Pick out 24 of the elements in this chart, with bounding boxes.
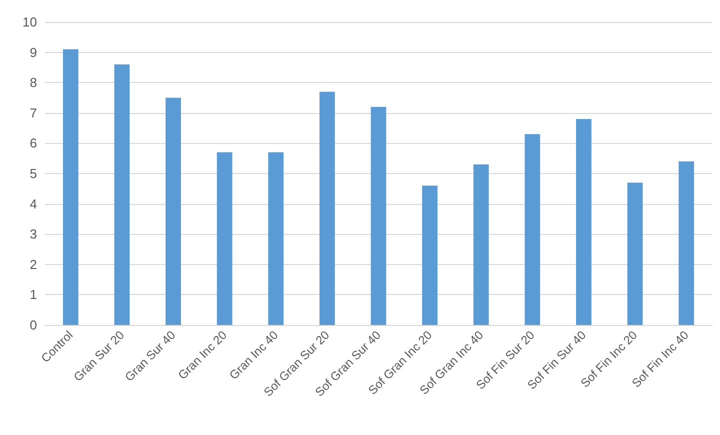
- bar: [524, 134, 540, 325]
- y-tick-label: 0: [30, 318, 37, 332]
- bar: [473, 164, 489, 325]
- bar: [370, 106, 386, 325]
- bar: [422, 186, 438, 325]
- y-tick-label: 9: [30, 44, 37, 60]
- y-tick-label: 2: [30, 256, 37, 272]
- bar: [166, 98, 181, 325]
- y-tick-label: 4: [30, 196, 37, 212]
- bar: [319, 92, 335, 325]
- bar: [627, 182, 643, 325]
- y-tick-label: 1: [30, 287, 37, 302]
- bar: [576, 118, 592, 325]
- bar: [62, 49, 78, 325]
- y-tick-label: 3: [30, 226, 37, 242]
- y-tick-label: 8: [30, 75, 37, 90]
- bar: [678, 161, 694, 325]
- bar: [216, 152, 232, 325]
- y-tick-label: 10: [22, 14, 37, 30]
- y-tick-label: 6: [30, 136, 37, 151]
- bar: [268, 152, 284, 325]
- bar: [114, 64, 130, 325]
- y-tick-label: 7: [30, 105, 37, 120]
- y-tick-label: 5: [30, 166, 37, 181]
